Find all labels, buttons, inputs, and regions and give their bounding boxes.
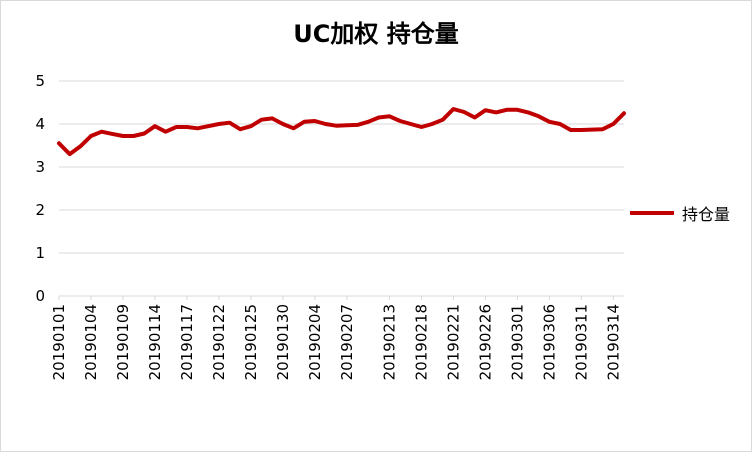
x-tick-label: 20190204 (306, 304, 324, 380)
x-tick-label: 20190306 (540, 304, 558, 380)
x-tick-label: 20190221 (444, 304, 462, 380)
legend-label: 持仓量 (682, 205, 731, 224)
y-tick-label: 4 (35, 115, 45, 133)
x-tick-label: 20190213 (380, 304, 398, 380)
series-line (57, 107, 626, 157)
x-tick-label: 20190104 (82, 304, 100, 380)
x-tick-label: 20190130 (274, 304, 292, 380)
x-tick-label: 20190314 (604, 304, 622, 380)
chart-title: UC加权 持仓量 (293, 20, 459, 48)
y-tick-label: 5 (35, 72, 45, 90)
y-tick-label: 0 (35, 287, 45, 305)
x-tick-label: 20190117 (178, 304, 196, 380)
x-tick-label: 20190301 (508, 304, 526, 380)
x-tick-label: 20190122 (210, 304, 228, 380)
legend-line-swatch (630, 211, 674, 215)
y-tick-label: 3 (35, 158, 45, 176)
x-tick-label: 20190101 (50, 304, 68, 380)
x-tick-label: 20190207 (338, 304, 356, 380)
x-tick-label: 20190114 (146, 304, 164, 380)
legend: 持仓量 (630, 202, 730, 224)
x-tick-label: 20190218 (412, 304, 430, 380)
x-tick-label: 20190226 (476, 304, 494, 380)
x-tick-label: 20190109 (114, 304, 132, 380)
x-tick-label: 20190311 (572, 304, 590, 380)
y-tick-label: 2 (35, 201, 45, 219)
y-tick-label: 1 (35, 244, 45, 262)
x-tick-label: 20190125 (242, 304, 260, 380)
